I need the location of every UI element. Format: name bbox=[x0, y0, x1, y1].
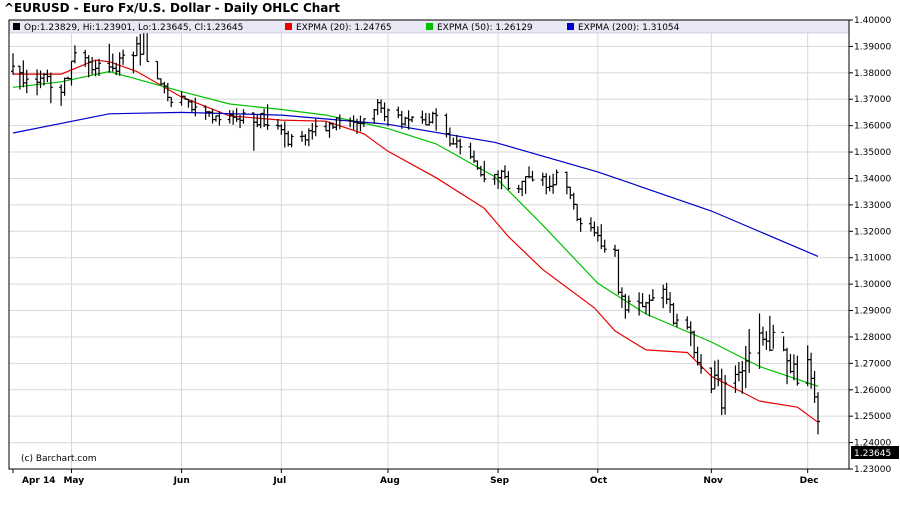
ohlc-bar bbox=[650, 289, 655, 302]
ohlc-bar bbox=[602, 239, 607, 253]
ohlc-bar bbox=[723, 374, 728, 415]
y-tick-label: 1.25000 bbox=[854, 412, 891, 422]
ohlc-bar bbox=[169, 96, 174, 108]
ohlc-bars bbox=[11, 28, 820, 435]
ema50-line bbox=[12, 70, 819, 387]
y-tick-label: 1.37000 bbox=[854, 95, 891, 105]
x-tick-label: Jun bbox=[173, 476, 190, 486]
last-price-label: 1.23645 bbox=[854, 449, 891, 459]
y-tick-label: 1.31000 bbox=[854, 254, 891, 264]
ohlc-bar bbox=[48, 72, 53, 104]
ohlc-bar bbox=[193, 97, 198, 117]
ohlc-bar bbox=[530, 170, 535, 182]
y-tick-label: 1.24000 bbox=[854, 439, 891, 449]
y-tick-label: 1.30000 bbox=[854, 280, 891, 290]
last-price-box bbox=[851, 446, 899, 459]
ohlc-bar bbox=[554, 169, 559, 186]
ohlc-bar bbox=[674, 313, 679, 328]
y-tick-label: 1.40000 bbox=[854, 16, 891, 26]
ohlc-bar bbox=[11, 53, 15, 75]
legend-ema20: EXPMA (20): 1.24765 bbox=[296, 23, 392, 33]
grid-layer bbox=[9, 33, 849, 469]
x-tick-label: Aug bbox=[380, 476, 400, 486]
plot-frame bbox=[8, 19, 850, 470]
ohlc-bar bbox=[121, 49, 126, 65]
ohlc-bar bbox=[626, 295, 631, 313]
x-tick-label: Nov bbox=[703, 476, 723, 486]
ohlc-bar bbox=[795, 355, 800, 386]
y-tick-label: 1.38000 bbox=[854, 69, 891, 79]
ohlc-bar bbox=[771, 324, 776, 351]
y-tick-label: 1.29000 bbox=[854, 307, 891, 317]
ohlc-bar bbox=[289, 134, 294, 148]
x-tick-label: Sep bbox=[490, 476, 510, 486]
ohlc-bar bbox=[506, 171, 511, 191]
legend-ema50: EXPMA (50): 1.26129 bbox=[437, 23, 533, 33]
legend-swatch-ema50 bbox=[426, 23, 433, 30]
ohlc-bar bbox=[458, 138, 463, 155]
ohlc-bar bbox=[482, 160, 487, 183]
legend-swatch-ema200 bbox=[567, 23, 574, 30]
ohlc-bar bbox=[699, 354, 704, 374]
legend-ohlc: Op:1.23829, Hi:1.23901, Lo:1.23645, Cl:1… bbox=[24, 23, 243, 33]
y-tick-label: 1.32000 bbox=[854, 227, 891, 237]
legend-ema200: EXPMA (200): 1.31054 bbox=[578, 23, 680, 33]
y-tick-label: 1.23000 bbox=[854, 465, 891, 475]
ohlc-bar bbox=[265, 104, 270, 130]
ohlc-bar bbox=[747, 329, 752, 373]
ohlc-bar bbox=[410, 116, 415, 123]
y-tick-label: 1.26000 bbox=[854, 386, 891, 396]
y-tick-label: 1.34000 bbox=[854, 174, 891, 184]
y-tick-label: 1.39000 bbox=[854, 42, 891, 52]
ema20-line bbox=[13, 59, 819, 423]
legend-swatch-ohlc bbox=[13, 23, 20, 30]
ohlc-bar bbox=[24, 69, 29, 94]
ohlc-bar bbox=[816, 392, 820, 435]
plot-background bbox=[9, 20, 849, 469]
y-tick-label: 1.35000 bbox=[854, 148, 891, 158]
ohlc-bar bbox=[578, 217, 583, 232]
ohlc-bar bbox=[434, 108, 439, 131]
x-tick-label: Jul bbox=[272, 476, 286, 486]
y-axis: 1.23000 1.24000 1.25000 1.26000 1.27000 1.280… bbox=[849, 16, 891, 475]
legend-swatch-ema20 bbox=[285, 23, 292, 30]
y-tick-label: 1.36000 bbox=[854, 122, 891, 132]
ohlc-bar bbox=[72, 45, 77, 64]
ohlc-bar bbox=[313, 118, 318, 137]
y-tick-label: 1.33000 bbox=[854, 201, 891, 211]
y-tick-label: 1.28000 bbox=[854, 333, 891, 343]
x-tick-label: Oct bbox=[590, 476, 608, 486]
ohlc-bar bbox=[97, 58, 102, 76]
credit-label: (c) Barchart.com bbox=[21, 454, 97, 464]
ohlc-bar bbox=[217, 111, 222, 126]
x-axis: Apr 14 May Jun Jul Aug Sep Oct Nov Dec bbox=[12, 469, 819, 486]
ohlc-bar bbox=[385, 108, 390, 127]
x-tick-label: Apr 14 bbox=[22, 476, 56, 486]
chart-title: ^EURUSD - Euro Fx/U.S. Dollar - Daily OH… bbox=[4, 1, 341, 15]
x-tick-label: May bbox=[63, 476, 84, 486]
ohlc-bar bbox=[361, 118, 366, 127]
y-tick-label: 1.27000 bbox=[854, 359, 891, 369]
x-tick-label: Dec bbox=[800, 476, 819, 486]
ohlc-bar bbox=[337, 114, 342, 130]
ohlc-bar bbox=[241, 109, 246, 124]
